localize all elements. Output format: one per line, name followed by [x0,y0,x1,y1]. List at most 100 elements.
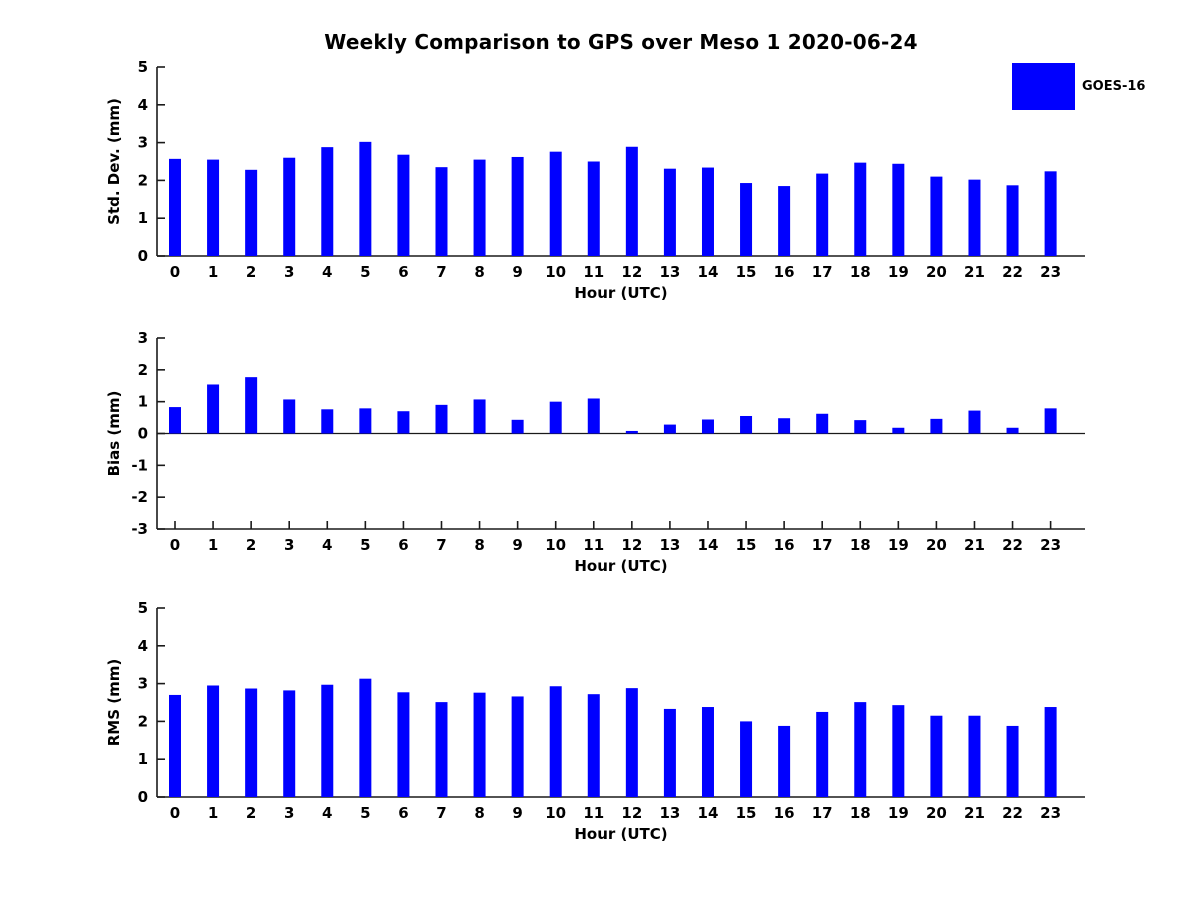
x-tick-label: 15 [736,804,757,822]
bar-hour-7 [435,702,448,797]
x-tick-label: 9 [512,804,522,822]
bar-hour-14 [701,419,714,434]
y-tick-label: 2 [138,361,148,379]
bar-hour-14 [701,707,714,797]
y-tick-label: 2 [138,171,148,189]
bar-hour-4 [321,409,334,434]
x-tick-label: 14 [698,536,719,554]
y-tick-label: 1 [138,209,148,227]
x-tick-label: 19 [888,263,909,281]
y-tick-label: -2 [131,488,148,506]
bar-hour-18 [854,420,867,434]
x-tick-label: 20 [926,804,947,822]
x-tick-label: 9 [512,263,522,281]
bar-hour-0 [169,158,181,256]
bar-hour-15 [740,183,753,256]
y-tick-label: 0 [138,425,148,443]
x-tick-label: 4 [322,263,332,281]
x-tick-label: 8 [474,536,484,554]
x-tick-label: 11 [583,263,604,281]
x-tick-label: 7 [436,804,446,822]
x-tick-label: 10 [545,804,566,822]
x-tick-label: 10 [545,263,566,281]
bar-hour-9 [511,419,524,434]
bar-hour-8 [473,692,486,797]
y-tick-label: -3 [131,520,148,538]
x-tick-label: 3 [284,804,294,822]
bar-hour-17 [816,413,829,434]
bar-hour-3 [283,157,296,256]
x-axis-label: Hour (UTC) [574,284,667,302]
bar-hour-6 [397,154,410,256]
bar-hour-10 [549,151,562,256]
bar-hour-13 [663,168,676,256]
bar-hour-11 [587,694,600,797]
x-tick-label: 8 [474,263,484,281]
bar-hour-21 [968,715,981,797]
x-tick-label: 8 [474,804,484,822]
bar-hour-13 [663,424,676,434]
x-tick-label: 0 [170,263,180,281]
x-tick-label: 7 [436,536,446,554]
legend: GOES-16 [1012,63,1145,110]
bar-hour-17 [816,711,829,797]
x-tick-label: 13 [659,263,680,281]
y-tick-label: 0 [138,247,148,265]
bar-hour-9 [511,696,524,797]
x-tick-label: 5 [360,536,370,554]
x-tick-label: 17 [812,536,833,554]
x-tick-label: 0 [170,804,180,822]
bar-hour-23 [1044,171,1057,256]
bar-hour-3 [283,399,296,434]
x-tick-label: 16 [774,804,795,822]
bar-hour-11 [587,161,600,256]
bar-hour-6 [397,411,410,434]
bar-hour-7 [435,404,448,434]
x-tick-label: 17 [812,804,833,822]
bar-hour-11 [587,398,600,434]
x-tick-label: 21 [964,263,985,281]
x-tick-label: 19 [888,536,909,554]
bar-hour-2 [245,169,258,256]
x-tick-label: 23 [1040,536,1061,554]
bar-hour-8 [473,159,486,256]
bar-hour-12 [625,146,638,256]
x-tick-label: 14 [698,804,719,822]
bar-hour-4 [321,684,334,797]
bar-hour-19 [892,427,905,434]
bar-hour-0 [169,694,181,797]
y-tick-label: -1 [131,456,148,474]
x-tick-label: 16 [774,536,795,554]
bar-hour-5 [359,408,372,434]
y-tick-label: 4 [138,96,148,114]
y-axis-label: RMS (mm) [105,659,123,746]
x-tick-label: 20 [926,536,947,554]
x-tick-label: 23 [1040,263,1061,281]
bar-hour-16 [778,186,791,256]
x-tick-label: 5 [360,804,370,822]
bar-hour-15 [740,415,753,434]
y-tick-label: 3 [138,329,148,347]
bar-hour-9 [511,156,524,256]
x-tick-label: 18 [850,536,871,554]
x-tick-label: 11 [583,536,604,554]
x-tick-label: 5 [360,263,370,281]
y-tick-label: 1 [138,750,148,768]
y-tick-label: 3 [138,675,148,693]
x-tick-label: 4 [322,804,332,822]
bar-hour-1 [207,159,220,256]
bar-hour-14 [701,167,714,256]
x-tick-label: 23 [1040,804,1061,822]
bar-hour-12 [625,430,638,434]
figure-title: Weekly Comparison to GPS over Meso 1 202… [324,30,918,54]
x-tick-label: 12 [621,263,642,281]
y-axis-label: Std. Dev. (mm) [105,98,123,225]
x-tick-label: 2 [246,263,256,281]
x-axis-label: Hour (UTC) [574,825,667,843]
bar-hour-12 [625,688,638,797]
bar-hour-0 [169,407,181,434]
x-tick-label: 1 [208,263,218,281]
x-tick-label: 2 [246,536,256,554]
